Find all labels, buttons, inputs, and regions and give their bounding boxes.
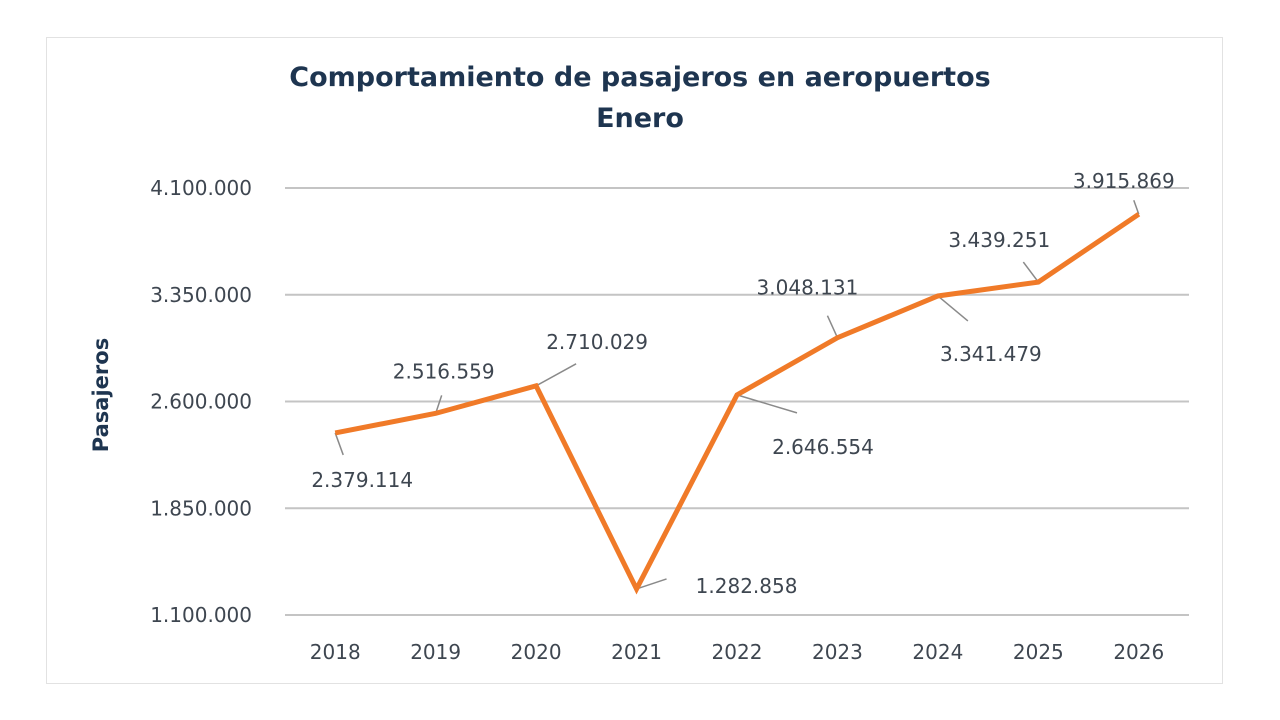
leader-line — [636, 578, 667, 590]
leader-line — [1022, 261, 1039, 283]
data-label: 3.048.131 — [757, 276, 859, 300]
x-tick-label: 2025 — [1013, 640, 1064, 664]
data-label: 2.710.029 — [546, 330, 648, 354]
x-tick-label: 2022 — [712, 640, 763, 664]
leader-line — [334, 432, 344, 456]
leader-line — [1133, 199, 1140, 215]
data-label: 2.516.559 — [393, 359, 495, 383]
chart-title: Comportamiento de pasajeros en aeropuert… — [289, 62, 991, 93]
x-tick-label: 2018 — [310, 640, 361, 664]
x-tick-label: 2023 — [812, 640, 863, 664]
leader-line — [826, 315, 839, 339]
data-label: 3.439.251 — [948, 228, 1050, 252]
leader-line — [434, 395, 443, 414]
y-tick-label: 3.350.000 — [150, 283, 252, 307]
data-label: 2.379.114 — [311, 468, 413, 492]
y-tick-label: 1.100.000 — [150, 603, 252, 627]
x-tick-label: 2021 — [611, 640, 662, 664]
data-label: 1.282.858 — [696, 574, 798, 598]
y-tick-label: 1.850.000 — [150, 496, 252, 520]
x-tick-label: 2019 — [410, 640, 461, 664]
x-tick-label: 2024 — [912, 640, 963, 664]
y-tick-label: 2.600.000 — [150, 390, 252, 414]
y-tick-label: 4.100.000 — [150, 176, 252, 200]
x-tick-label: 2026 — [1113, 640, 1164, 664]
chart-subtitle: Enero — [596, 103, 684, 134]
leader-line — [937, 295, 969, 322]
data-label: 3.915.869 — [1073, 169, 1175, 193]
y-axis-label: Pasajeros — [89, 338, 113, 452]
leader-line — [736, 394, 798, 414]
chart-frame — [46, 37, 1223, 684]
x-tick-label: 2020 — [511, 640, 562, 664]
data-label: 3.341.479 — [940, 342, 1042, 366]
leader-line — [535, 363, 577, 387]
data-label: 2.646.554 — [772, 435, 874, 459]
